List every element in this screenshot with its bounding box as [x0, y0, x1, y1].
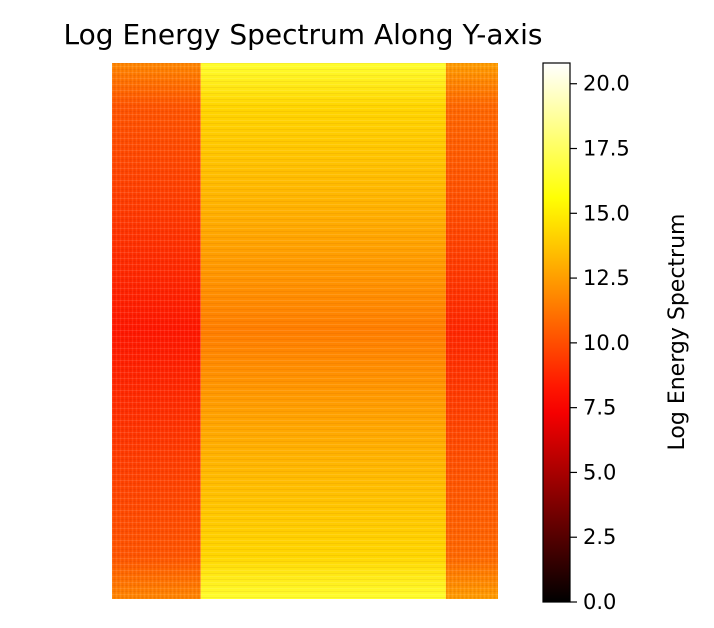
heatmap-band-middle-texture	[200, 63, 446, 599]
colorbar-tick-label: 17.5	[583, 137, 630, 161]
colorbar-gradient-bar	[542, 62, 571, 603]
colorbar-tick-label: 20.0	[583, 72, 630, 96]
heatmap-band-right-vtexture	[445, 63, 498, 599]
chart-title: Log Energy Spectrum Along Y-axis	[64, 18, 543, 51]
colorbar-label: Log Energy Spectrum	[665, 214, 690, 451]
colorbar-tick-label: 15.0	[583, 201, 630, 225]
heatmap-band-left-vtexture	[112, 63, 201, 599]
colorbar: 0.0 2.5 5.0 7.5 10.0 12.5 15.0 17.5 20.0	[542, 62, 630, 614]
colorbar-tick-label: 2.5	[583, 525, 616, 549]
colorbar-tick-label: 12.5	[583, 266, 630, 290]
colorbar-tick-label: 0.0	[583, 590, 616, 614]
heatmap-plot	[112, 63, 498, 599]
colorbar-tick-label: 7.5	[583, 396, 616, 420]
colorbar-tick-label: 5.0	[583, 460, 616, 484]
colorbar-tick-label: 10.0	[583, 331, 630, 355]
